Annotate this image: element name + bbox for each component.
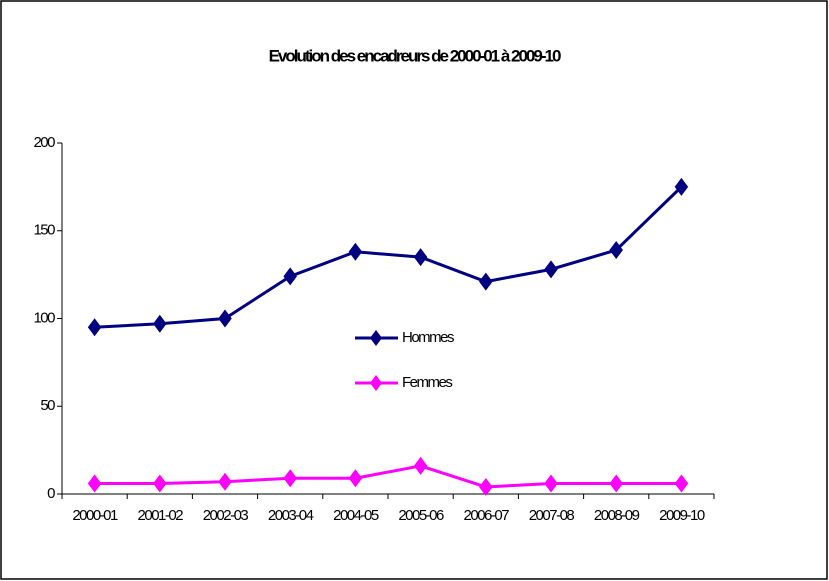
series-line	[94, 185, 683, 329]
y-tick-label: 200	[33, 134, 55, 151]
point-marker	[609, 241, 623, 260]
point-marker	[153, 314, 167, 333]
point-marker	[87, 318, 102, 337]
x-tick-label: 2008-09	[594, 507, 640, 524]
point-marker	[674, 474, 689, 493]
point-marker	[218, 472, 232, 491]
point-marker	[87, 474, 102, 493]
x-tick-label: 2009-10	[659, 507, 705, 524]
x-tick-label: 2000-01	[72, 507, 118, 524]
legend-marker	[370, 330, 382, 346]
point-marker	[283, 469, 297, 488]
x-tick-label: 2006-07	[464, 507, 510, 524]
y-tick-label: 50	[40, 397, 55, 414]
x-tick-label: 2005-06	[398, 507, 444, 524]
point-marker	[609, 474, 623, 493]
y-tick-label: 0	[47, 485, 55, 502]
point-marker	[479, 477, 493, 496]
point-marker	[153, 474, 167, 493]
legend-label: Hommes	[402, 329, 454, 346]
point-marker	[348, 242, 363, 261]
point-marker	[544, 260, 558, 279]
x-tick-label: 2007-08	[529, 507, 575, 524]
point-marker	[413, 248, 428, 267]
x-tick-label: 2003-04	[268, 507, 314, 524]
legend-label: Femmes	[402, 374, 452, 391]
point-marker	[348, 469, 363, 488]
y-tick-label: 100	[33, 309, 55, 326]
series-line	[94, 464, 682, 489]
x-tick-label: 2002-03	[203, 507, 249, 524]
legend-marker	[370, 375, 382, 391]
point-marker	[479, 272, 493, 291]
x-tick-label: 2004-05	[333, 507, 379, 524]
point-marker	[544, 474, 558, 493]
y-tick-label: 150	[33, 222, 55, 239]
chart-title: Evolution des encadreurs de 2000-01 à 20…	[269, 46, 561, 65]
point-marker	[674, 177, 689, 196]
point-marker	[413, 456, 428, 475]
point-marker	[218, 309, 232, 328]
point-marker	[283, 267, 297, 286]
x-tick-label: 2001-02	[138, 507, 184, 524]
